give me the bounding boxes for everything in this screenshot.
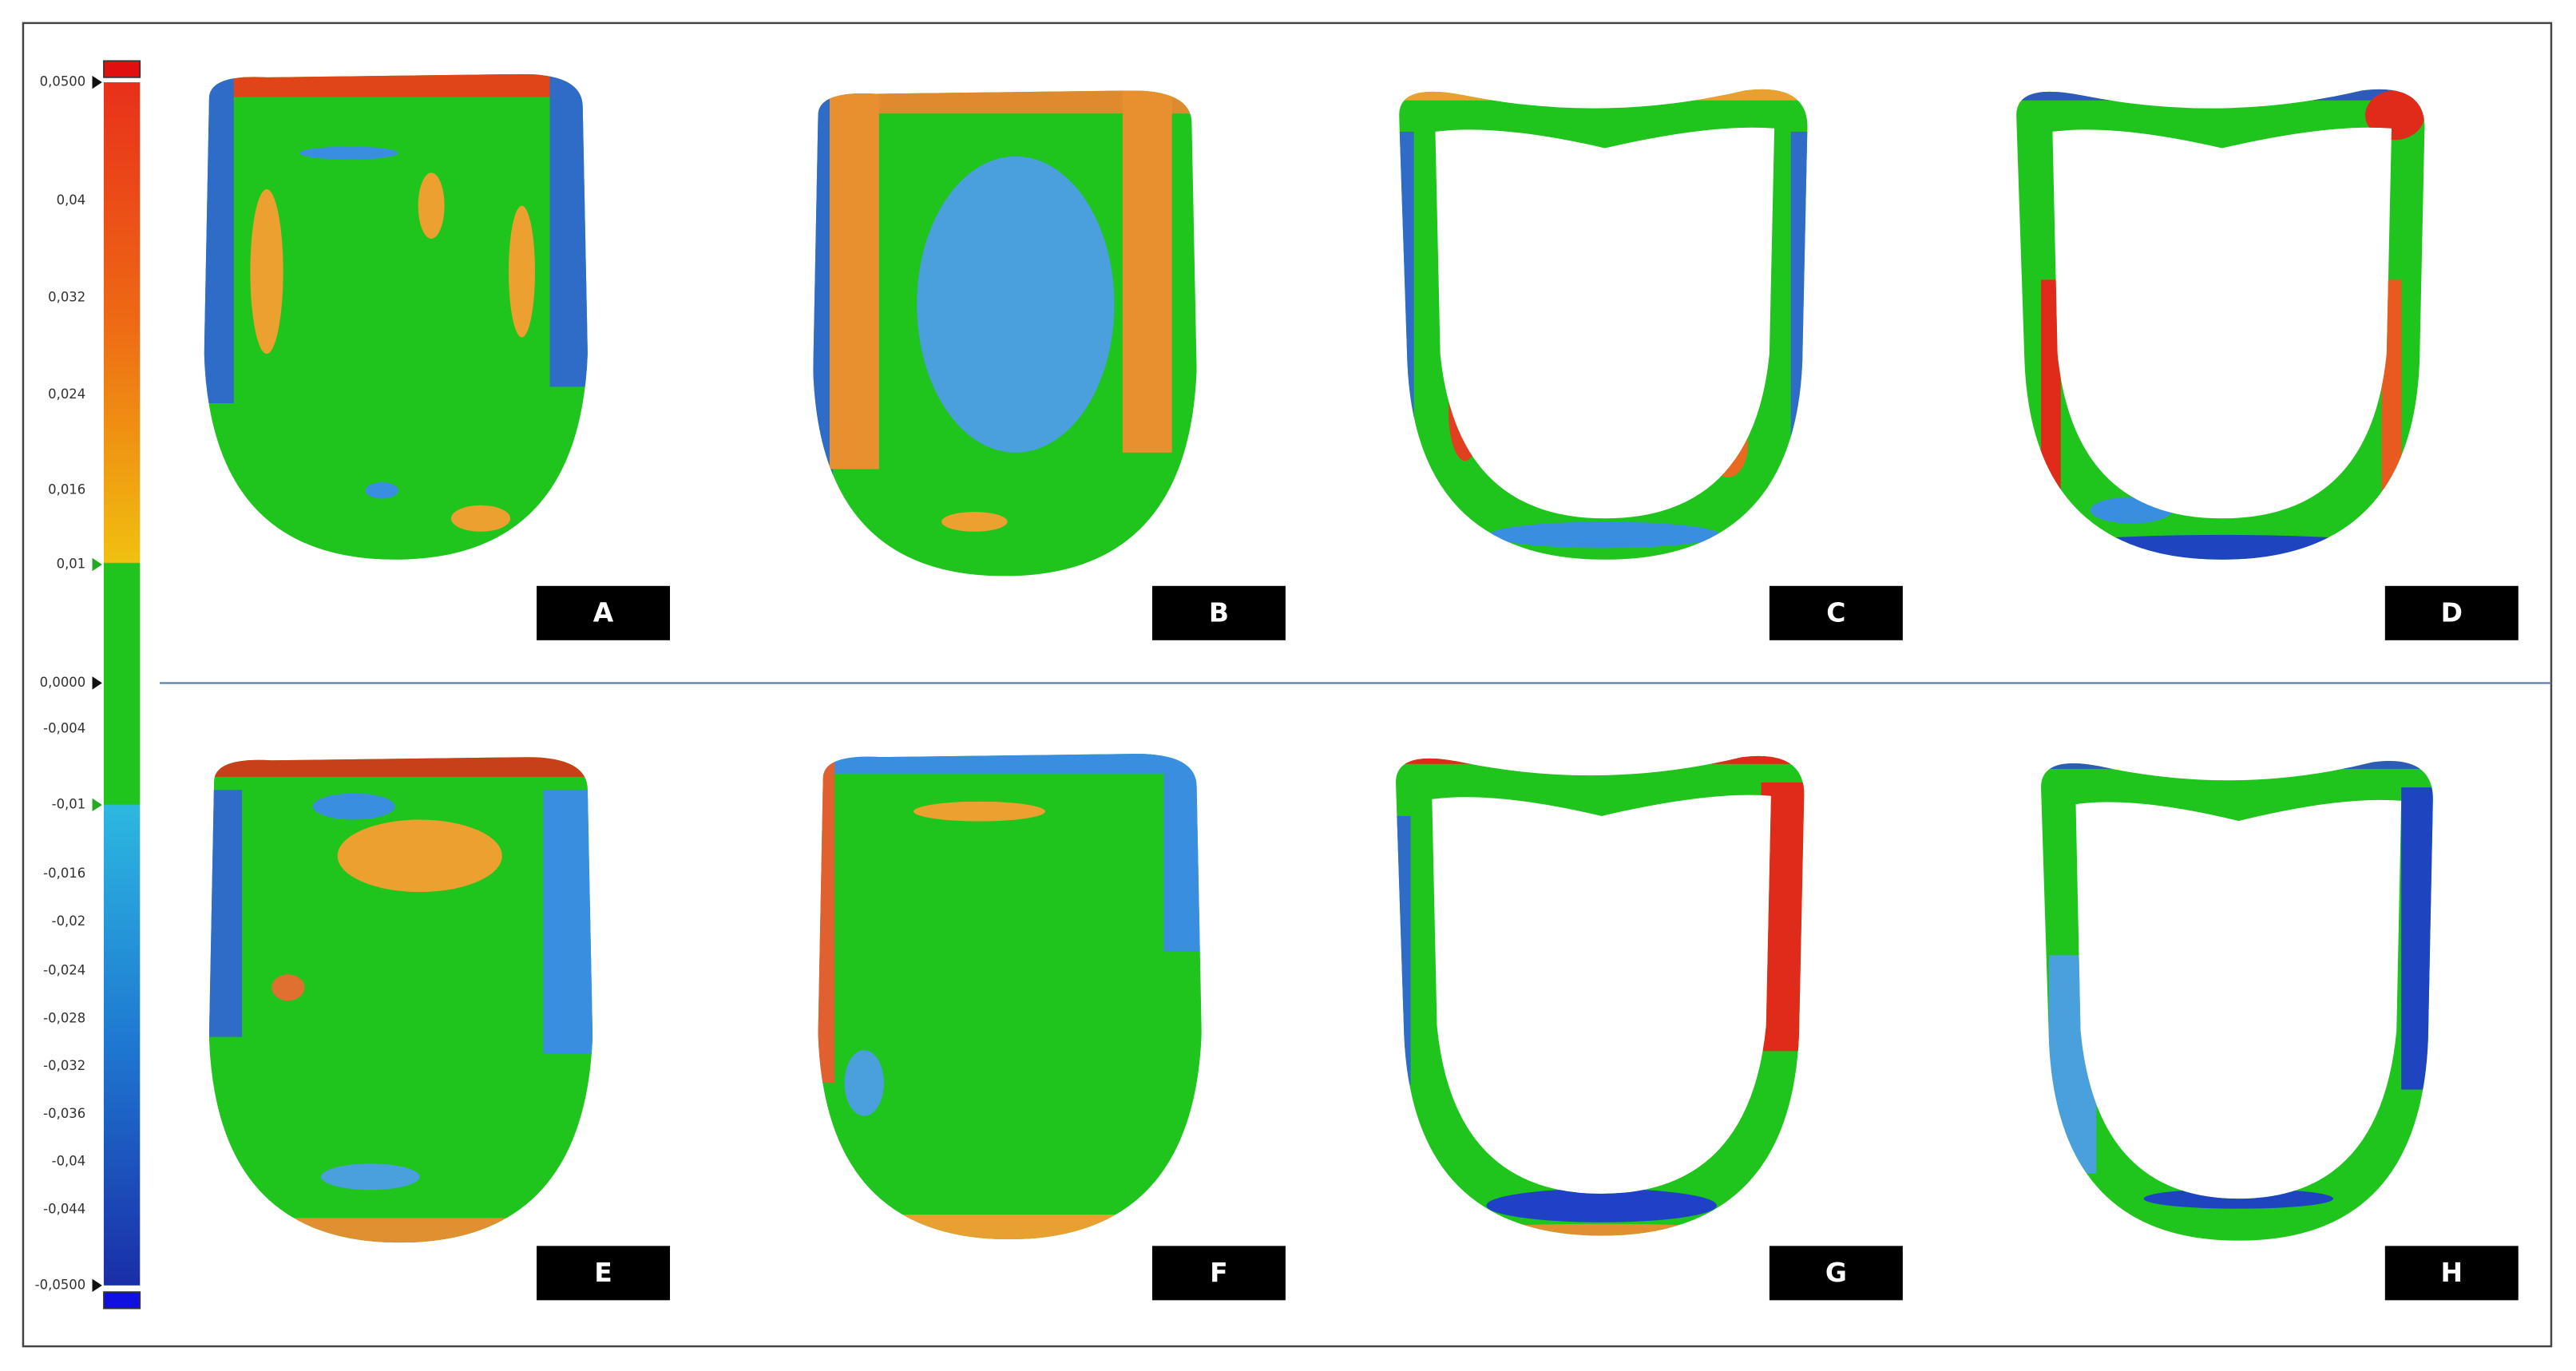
scale-label: -0,0500 (35, 1277, 86, 1292)
scale-cap-bottom (103, 1291, 141, 1310)
scale-cap-top (103, 60, 141, 78)
panel-label: B (1209, 596, 1229, 628)
model-a (204, 73, 588, 560)
panel-label: F (1210, 1257, 1228, 1288)
scale-label: 0,04 (57, 192, 86, 208)
model-g (1396, 755, 1805, 1236)
scale-label: -0,024 (43, 963, 85, 978)
scale-label: -0,04 (52, 1154, 86, 1169)
panel-label-box (537, 1246, 671, 1301)
scale-label: -0,01 (52, 796, 86, 811)
panel-label: H (2440, 1257, 2463, 1288)
model-c (1399, 89, 1808, 560)
scale-label: -0,036 (43, 1106, 85, 1121)
panel-label: G (1825, 1257, 1847, 1288)
panel-label-box (537, 585, 671, 640)
panel-label: E (594, 1257, 612, 1288)
panel-label-box (2384, 585, 2519, 640)
scale-label: 0,01 (57, 557, 86, 572)
model-h (2041, 761, 2433, 1241)
scale-markers (92, 75, 102, 1293)
scale-label: -0,02 (52, 913, 86, 929)
color-bar (103, 82, 141, 1286)
scale-label: -0,044 (43, 1202, 85, 1217)
scale-label: -0,016 (43, 866, 85, 881)
model-f (818, 754, 1202, 1240)
panel-labels: A B C D E F G H (537, 585, 2519, 1301)
model-b (813, 90, 1197, 577)
scale-label: -0,004 (43, 721, 85, 736)
panel-label: A (593, 596, 614, 628)
scale-label: 0,024 (48, 386, 85, 402)
model-e (208, 757, 593, 1243)
panel-label-box (1769, 585, 1903, 640)
model-d (2016, 89, 2425, 560)
scale-label: -0,028 (43, 1010, 85, 1025)
panel-label: D (2441, 596, 2463, 628)
scale-label: -0,032 (43, 1058, 85, 1073)
scale-label: 0,016 (48, 482, 85, 497)
panel-label-box (1151, 585, 1286, 640)
panel-label-box (1151, 1246, 1286, 1301)
panel-label-box (2384, 1246, 2519, 1301)
panel-label: C (1826, 596, 1845, 628)
frame (22, 22, 2553, 1348)
scale-label: 0,0500 (40, 74, 86, 89)
scale-labels: 0,0500 0,04 0,032 0,024 0,016 0,01 0,0000 -0,00… (35, 74, 86, 1293)
scale-label: 0,0000 (40, 675, 86, 690)
scale-label: 0,032 (48, 290, 85, 305)
panel-label-box (1769, 1246, 1903, 1301)
